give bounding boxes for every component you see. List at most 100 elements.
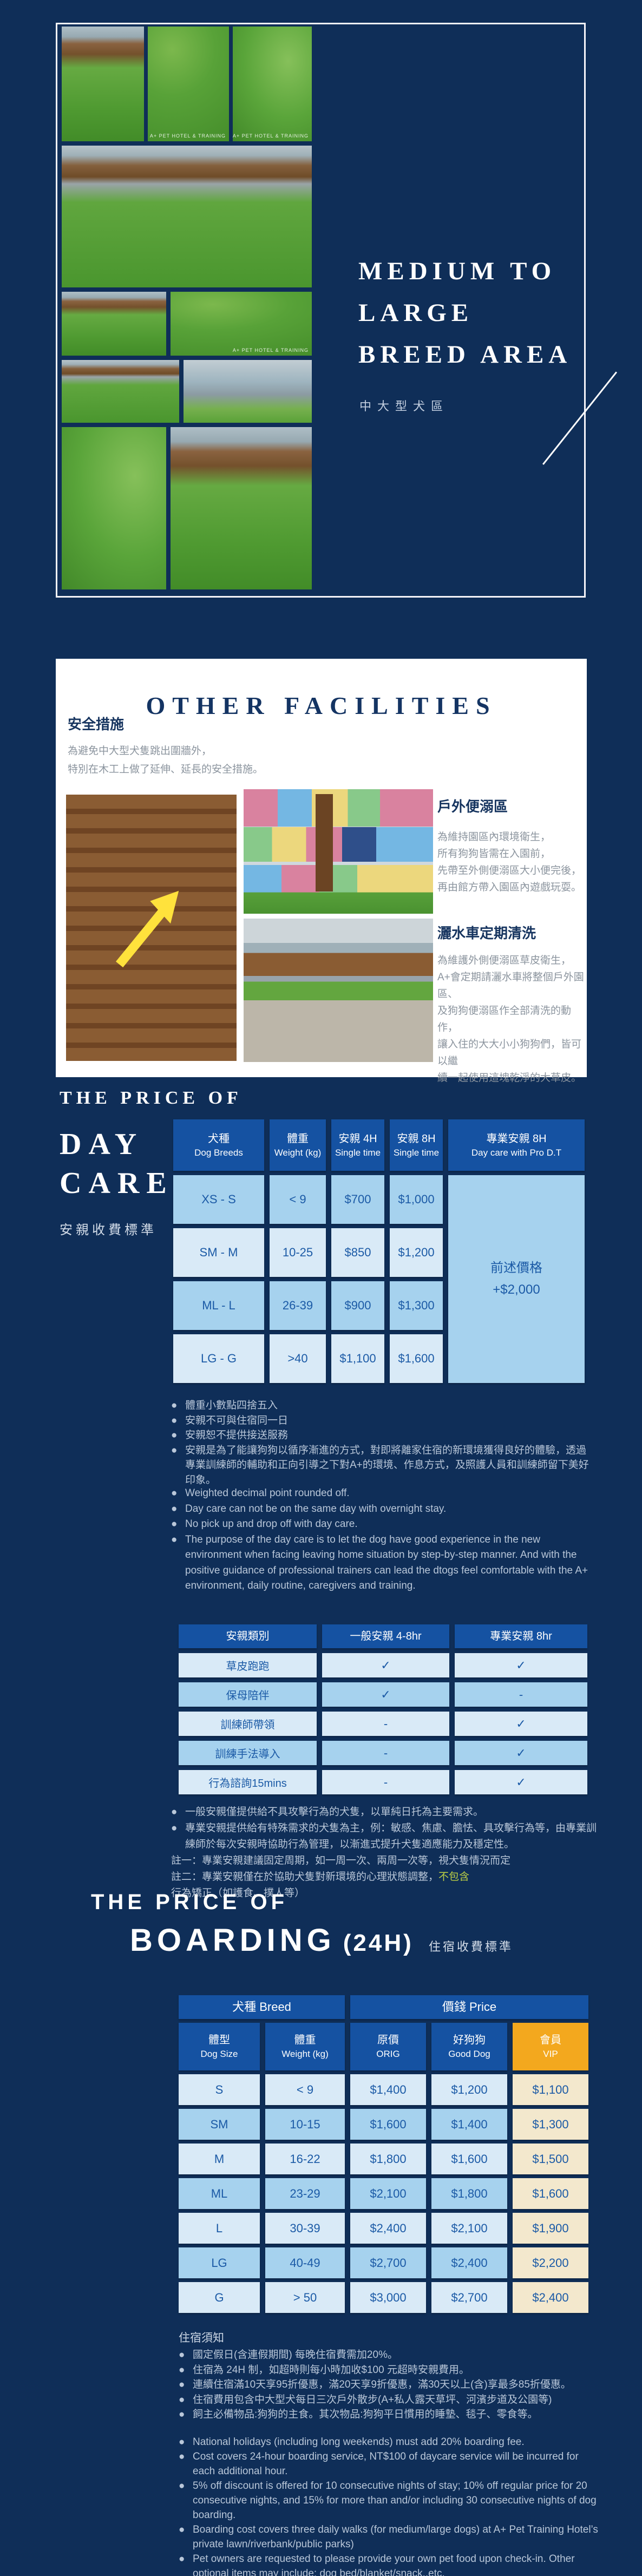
- group-header-breed: 犬種 Breed: [179, 1995, 345, 2019]
- note-text: 註二：專業安親僅在於協助犬隻對新環境的心理狀態調整，: [171, 1871, 439, 1883]
- note-item: ● 安親不可與住宿同一日: [171, 1413, 596, 1428]
- cell-breed: SM - M: [173, 1228, 264, 1277]
- safety-text-line: 特別在木工上做了延伸、延長的安全措施。: [68, 764, 264, 775]
- boarding-title-block: THE PRICE OF BOARDING (24H) 住宿收費標準: [91, 1890, 513, 1958]
- hero-title-line2: LARGE: [358, 299, 474, 327]
- cell-weight: 16-22: [265, 2144, 345, 2174]
- boarding-price-table: 犬種 Breed 價錢 Price 體型 Dog Size 體重 Weight (k…: [179, 1995, 588, 2313]
- cell-good-dog: $1,400: [431, 2109, 507, 2140]
- column-header-daycare-8h: 安親 8H Single time: [390, 1119, 443, 1171]
- water-truck-text-line: 讓入住的大大小小狗狗們，皆可以繼: [437, 1039, 582, 1067]
- daycare-title-block: THE PRICE OF DAY CARE 安親收費標準: [60, 1088, 243, 1238]
- cell-weight: 26-39: [270, 1281, 326, 1330]
- cell-category: 訓練師帶領: [179, 1712, 317, 1736]
- cell-size: LG: [179, 2247, 260, 2278]
- cell-size: L: [179, 2213, 260, 2244]
- column-header-daycare-4h: 安親 4H Single time: [331, 1119, 384, 1171]
- bullet-icon: ●: [171, 1518, 178, 1530]
- daycare-comparison-table: 安親類別 一般安親 4-8hr 專業安親 8hr 草皮跑跑 ✓ ✓ 保母陪伴 ✓…: [179, 1624, 587, 1794]
- daycare-title-line1: DAY: [60, 1128, 144, 1161]
- cell-breed: ML - L: [173, 1281, 264, 1330]
- note-text: Pet owners are requested to please provi…: [193, 2553, 575, 2576]
- cell-weight: 10-15: [265, 2109, 345, 2140]
- safety-section: 安全措施 為避免中大型犬隻跳出圍牆外， 特別在木工上做了延伸、延長的安全措施。: [68, 713, 392, 779]
- cell-breed: LG - G: [173, 1334, 264, 1383]
- column-header-dog-breeds: 犬種 Dog Breeds: [173, 1119, 264, 1171]
- check-mark-cell: -: [322, 1770, 449, 1794]
- cell-vip: $1,100: [513, 2074, 588, 2105]
- water-truck-text-line: 為維護外側便溺區草皮衛生，: [437, 955, 572, 966]
- photo-husky: [62, 27, 144, 141]
- facilities-title: OTHER FACILITIES: [146, 692, 497, 719]
- cell-good-dog: $1,200: [431, 2074, 507, 2105]
- photo-husky-running: [62, 360, 179, 423]
- column-header-good-dog: 好狗狗 Good Dog: [431, 2023, 507, 2070]
- outdoor-toilet-section: 戶外便溺區 為維持園區內環境衛生， 所有狗狗皆需在入園前， 先帶至外側便溺區大小…: [437, 796, 584, 896]
- hero-subtitle: 中大型犬區: [359, 399, 449, 413]
- bullet-icon: ●: [179, 2436, 185, 2448]
- photo-chow-chows: [62, 427, 166, 589]
- photo-shiba-on-platform: A+ PET HOTEL & TRAINING: [148, 27, 229, 141]
- note-item: ● 專業安親提供給有特殊需求的犬隻為主，例：敏感、焦慮、膽怯、具攻擊行為等，由專業…: [171, 1820, 599, 1853]
- cell-vip: $2,200: [513, 2247, 588, 2278]
- check-mark-cell: ✓: [455, 1770, 587, 1794]
- cell-size: M: [179, 2144, 260, 2174]
- cell-category: 行為諮詢15mins: [179, 1770, 317, 1794]
- cell-weight: >40: [270, 1334, 326, 1383]
- column-header-vip: 會員 VIP: [513, 2023, 588, 2070]
- note-text: 住宿為 24H 制，如超時則每小時加收$100 元超時安親費用。: [193, 2364, 469, 2376]
- note-text: 5% off discount is offered for 10 consec…: [193, 2480, 597, 2521]
- bullet-icon: ●: [179, 2394, 185, 2405]
- note-text: 行為矯正（如護食、撲人等）: [171, 1887, 305, 1899]
- hero-section: A+ PET HOTEL & TRAINING A+ PET HOTEL & T…: [56, 23, 586, 598]
- check-mark-cell: -: [455, 1682, 587, 1707]
- cell-weight: < 9: [270, 1175, 326, 1224]
- note-text: 飼主必備物品:狗狗的主食。其次物品:狗狗平日慣用的睡墊、毯子、零食等。: [193, 2409, 538, 2420]
- cell-orig: $2,100: [350, 2178, 426, 2209]
- bullet-icon: ●: [179, 2364, 185, 2376]
- note-item: ● 飼主必備物品:狗狗的主食。其次物品:狗狗平日慣用的睡墊、毯子、零食等。: [179, 2407, 601, 2422]
- bullet-icon: ●: [179, 2451, 185, 2462]
- daycare-price-table: 犬種 Dog Breeds 體重 Weight (kg) 安親 4H Single t…: [173, 1119, 585, 1383]
- water-truck-text-line: 及狗狗便溺區作全部清洗的動作，: [437, 1005, 572, 1033]
- cell-weight: > 50: [265, 2282, 345, 2313]
- group-header-price: 價錢 Price: [350, 1995, 588, 2019]
- note-item: ● 安親是為了能讓狗狗以循序漸進的方式，對即將離家住宿的新環境獲得良好的體驗，透過…: [171, 1443, 596, 1488]
- bullet-icon: ●: [171, 1444, 178, 1456]
- hero-title: MEDIUM TO LARGE BREED AREA: [358, 251, 572, 376]
- outdoor-toilet-text-line: 再由館方帶入園區內遊戲玩耍。: [437, 882, 582, 893]
- cell-price-8h: $1,200: [390, 1228, 443, 1277]
- bullet-icon: ●: [171, 1430, 178, 1441]
- highlighted-text: 不包含: [438, 1871, 470, 1883]
- boarding-title-suffix: (24H): [343, 1930, 414, 1956]
- photo-golden-retriever: A+ PET HOTEL & TRAINING: [233, 27, 312, 141]
- check-mark-cell: -: [322, 1712, 449, 1736]
- note-text: National holidays (including long weeken…: [193, 2436, 525, 2448]
- boarding-notes-zh: ● 國定假日(含連假期間) 每晚住宿費需加20%。 ● 住宿為 24H 制，如超時則…: [179, 2348, 601, 2422]
- boarding-eyebrow: THE PRICE OF: [91, 1890, 289, 1914]
- cell-price-8h: $1,000: [390, 1175, 443, 1224]
- note-item: ● 住宿為 24H 制，如超時則每小時加收$100 元超時安親費用。: [179, 2363, 601, 2378]
- photo-water-truck-cleaning: [244, 919, 433, 1062]
- water-truck-heading: 灑水車定期清洗: [437, 925, 536, 941]
- cell-breed: XS - S: [173, 1175, 264, 1224]
- outdoor-toilet-text-line: 先帶至外側便溺區大小便完後，: [437, 865, 582, 876]
- cell-good-dog: $2,700: [431, 2282, 507, 2313]
- cell-size: SM: [179, 2109, 260, 2140]
- note-item: ● 體重小數點四捨五入: [171, 1398, 596, 1413]
- note-item: 註二：專業安親僅在於協助犬隻對新環境的心理狀態調整，不包含行為矯正（如護食、撲人…: [171, 1869, 599, 1902]
- bullet-icon: ●: [171, 1400, 178, 1411]
- note-text: 註一：專業安親建議固定周期，如一周一次、兩周一次等，視犬隻情況而定: [171, 1855, 511, 1866]
- column-header-orig-price: 原價 ORIG: [350, 2023, 426, 2070]
- outdoor-toilet-text-line: 為維持園區內環境衛生，: [437, 831, 551, 843]
- column-header-weight: 體重 Weight (kg): [265, 2023, 345, 2070]
- daycare-subtitle: 安親收費標準: [60, 1223, 157, 1237]
- hero-title-line3: BREED AREA: [358, 340, 572, 369]
- note-text: Cost covers 24-hour boarding service, NT…: [193, 2451, 579, 2477]
- water-truck-text-line: A+會定期請灑水車將整個戶外園區、: [437, 972, 584, 1000]
- note-text: 專業安親提供給有特殊需求的犬隻為主，例：敏感、焦慮、膽怯、具攻擊行為等，由專業訓…: [185, 1823, 597, 1850]
- note-item: 註一：專業安親建議固定周期，如一周一次、兩周一次等，視犬隻情況而定: [171, 1853, 599, 1869]
- bullet-icon: ●: [171, 1533, 178, 1545]
- cell-orig: $1,800: [350, 2144, 426, 2174]
- bullet-icon: ●: [179, 2524, 185, 2535]
